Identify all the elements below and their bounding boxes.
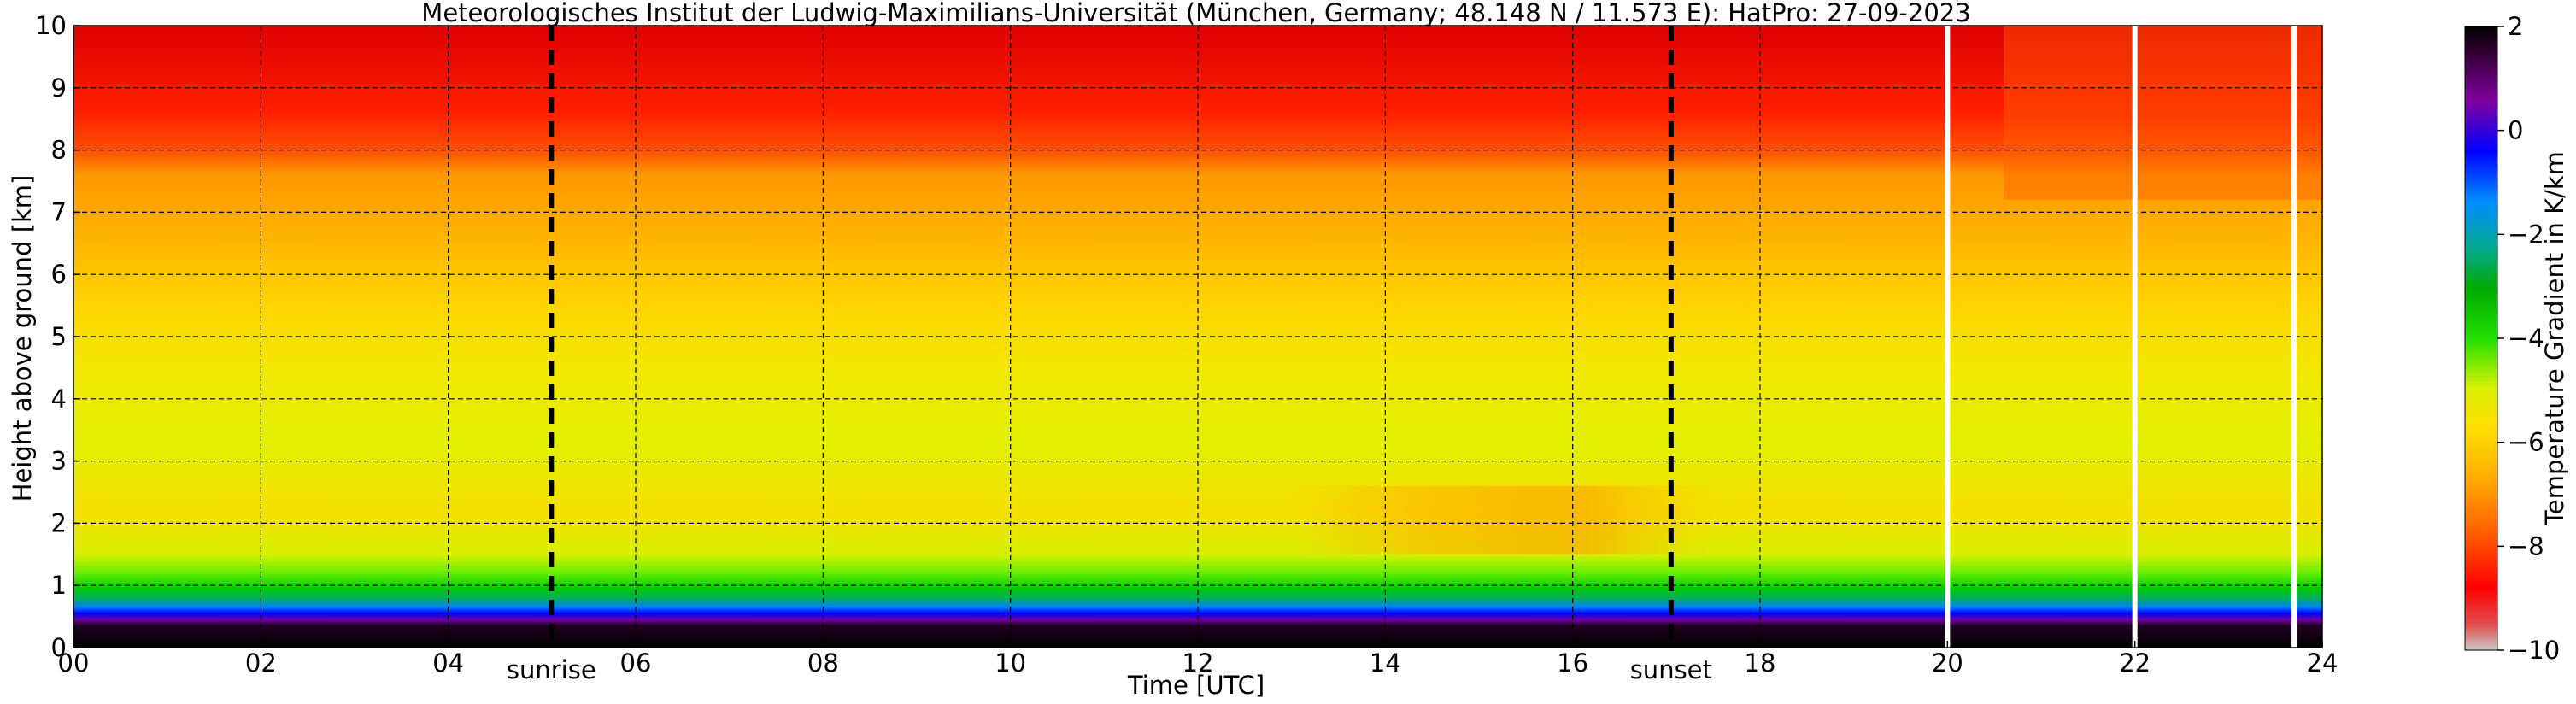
data-gap-lines [1945,26,2297,648]
y-tick-label: 1 [51,571,67,600]
colorbar-label: Temperature Gradient in K/km [2540,151,2569,526]
heatmap-upper-patch [2004,26,2322,200]
y-tick-label: 0 [51,633,67,662]
y-tick-label: 9 [51,73,67,103]
x-tick-labels: 00 02 04 06 08 10 12 14 16 18 20 22 24 [58,641,2338,678]
x-tick-label: 10 [995,648,1026,678]
colorbar-tick-label: 2 [2508,12,2523,41]
colorbar-tick-label: −10 [2508,636,2560,665]
x-tick-label: 02 [245,648,277,678]
y-tick-label: 4 [51,384,67,414]
data-gap-line [2291,26,2297,648]
heatmap-warm-patch [1291,485,1714,554]
colorbar-tick-label: −6 [2508,428,2544,457]
x-tick-label: 14 [1370,648,1401,678]
colorbar: 2 0 −2 −4 −6 −8 −10 Temperature Gradient in K/… [2464,12,2569,665]
x-tick-label: 24 [2307,648,2338,678]
y-axis-label: Height above ground [km] [8,175,37,502]
x-tick-label: 06 [620,648,652,678]
y-tick-label: 7 [51,197,67,226]
colorbar-tick-labels: 2 0 −2 −4 −6 −8 −10 [2497,12,2560,665]
data-gap-line [1945,26,1951,648]
y-tick-label: 2 [51,508,67,537]
colorbar-scale [2464,26,2498,651]
x-tick-label: 00 [58,648,90,678]
x-tick-label: 12 [1182,648,1214,678]
x-tick-label: 16 [1557,648,1588,678]
sunrise-label: sunrise [507,655,596,684]
colorbar-tick-label: 0 [2508,116,2523,145]
x-axis-label: Time [UTC] [1127,671,1265,700]
y-tick-label: 10 [35,11,67,40]
y-tick-label: 5 [51,322,67,351]
colorbar-tick-label: −2 [2508,220,2544,249]
sunset-label: sunset [1630,655,1712,684]
x-tick-label: 08 [807,648,839,678]
chart-title: Meteorologisches Institut der Ludwig-Max… [421,0,1970,27]
colorbar-tick-label: −8 [2508,531,2544,560]
data-gap-line [2132,26,2138,648]
y-tick-label: 6 [51,260,67,289]
y-tick-labels: 0 1 2 3 4 5 6 7 8 9 10 [35,11,80,662]
colorbar-tick-label: −4 [2508,324,2544,353]
y-tick-label: 3 [51,447,67,476]
plot-area: sunrise sunset [73,25,2323,684]
y-tick-label: 8 [51,136,67,165]
x-tick-label: 04 [432,648,464,678]
event-lines: sunrise sunset [507,26,1712,684]
x-tick-label: 18 [1745,648,1776,678]
x-tick-label: 22 [2119,648,2151,678]
x-tick-label: 20 [1932,648,1963,678]
